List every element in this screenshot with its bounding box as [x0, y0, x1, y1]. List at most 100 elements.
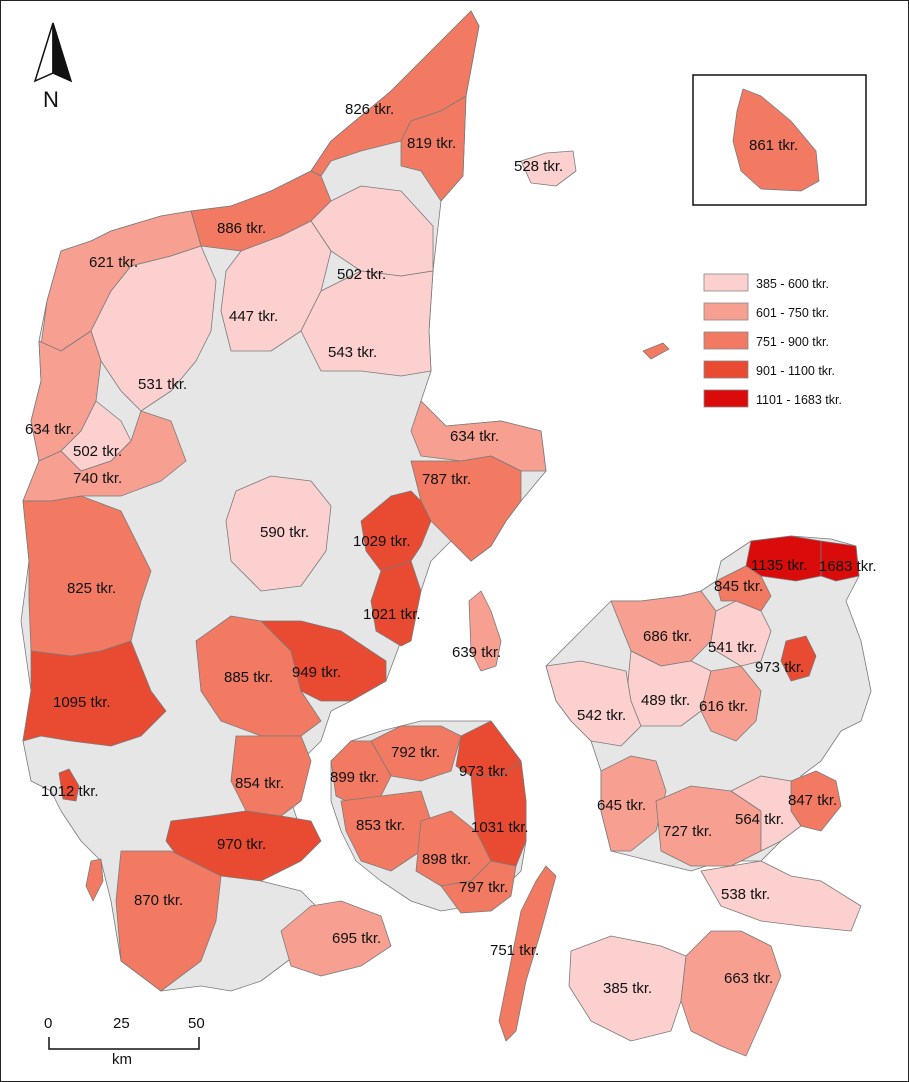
inset-bornholm: 861 tkr.: [692, 74, 867, 206]
region-label: 385 tkr.: [603, 980, 652, 997]
scale-bar-line: [48, 1037, 200, 1050]
region-label: 1012 tkr.: [41, 783, 99, 800]
region-label: 639 tkr.: [452, 644, 501, 661]
region-shape-17: [370, 560, 422, 647]
region-label: 541 tkr.: [708, 639, 757, 656]
region-label: 645 tkr.: [597, 797, 646, 814]
region-shape-14: [225, 475, 332, 592]
legend-label-3: 901 - 1100 tkr.: [756, 364, 835, 378]
region-label: 825 tkr.: [67, 580, 116, 597]
region-shape-23: [710, 600, 772, 667]
region-label: 885 tkr.: [224, 669, 273, 686]
region-shape-48: [498, 865, 557, 1042]
region-label: 847 tkr.: [788, 792, 837, 809]
region-label: 489 tkr.: [641, 692, 690, 709]
scale-tick-1: 25: [113, 1015, 130, 1032]
region-shape-2: [520, 150, 577, 187]
region-label: 1031 tkr.: [471, 819, 529, 836]
region-label: 886 tkr.: [217, 220, 266, 237]
inset-label: 861 tkr.: [749, 137, 798, 154]
region-labels: 826 tkr. 819 tkr. 528 tkr. 886 tkr. 621 …: [25, 101, 877, 997]
region-shape-33: [330, 740, 392, 807]
region-label: 564 tkr.: [735, 811, 784, 828]
region-shape-47: [280, 900, 392, 977]
region-shape-39: [730, 775, 802, 852]
region-label: 695 tkr.: [332, 930, 381, 947]
region-label: 898 tkr.: [422, 851, 471, 868]
region-shape-36: [600, 755, 667, 852]
region-shape-50: [680, 930, 782, 1057]
north-label: N: [43, 87, 59, 112]
scale-bar: 0 25 50 km: [44, 1015, 205, 1068]
region-shape-24: [780, 635, 817, 682]
legend-swatch-0: [703, 273, 749, 292]
region-label: 634 tkr.: [25, 421, 74, 438]
region-label: 663 tkr.: [724, 970, 773, 987]
municipalities: [22, 10, 862, 1057]
region-shape-30: [545, 660, 642, 747]
region-label: 1683 tkr.: [819, 558, 877, 575]
region-label: 531 tkr.: [138, 376, 187, 393]
region-label: 819 tkr.: [407, 135, 456, 152]
region-label: 899 tkr.: [330, 769, 379, 786]
inset-island: [732, 88, 820, 192]
region-label: 1095 tkr.: [53, 694, 111, 711]
region-label: 447 tkr.: [229, 308, 278, 325]
region-label: 853 tkr.: [356, 817, 405, 834]
region-label: 590 tkr.: [260, 524, 309, 541]
region-shape-21: [715, 565, 772, 612]
north-arrow-left-half: [33, 22, 54, 83]
island-anholt: [642, 342, 670, 360]
region-shape-1: [400, 95, 467, 202]
region-shape-35: [58, 768, 80, 802]
region-shape-15: [360, 490, 432, 572]
legend: 385 - 600 tkr. 601 - 750 tkr. 751 - 900 …: [703, 273, 842, 408]
region-label: 854 tkr.: [235, 775, 284, 792]
region-shape-29: [700, 665, 762, 742]
region-label: 826 tkr.: [345, 101, 394, 118]
region-label: 686 tkr.: [643, 628, 692, 645]
region-label: 616 tkr.: [699, 698, 748, 715]
region-label: 621 tkr.: [89, 254, 138, 271]
region-shape-34: [230, 735, 312, 817]
region-label: 870 tkr.: [134, 892, 183, 909]
north-arrow-right-half: [52, 22, 73, 83]
region-label: 542 tkr.: [577, 707, 626, 724]
region-shape-7: [300, 270, 434, 377]
legend-label-0: 385 - 600 tkr.: [756, 277, 829, 291]
region-label: 751 tkr.: [490, 942, 539, 959]
north-arrow-icon: N: [33, 22, 73, 112]
region-shape-27: [22, 640, 167, 747]
region-label: 502 tkr.: [73, 443, 122, 460]
scale-tick-2: 50: [188, 1015, 205, 1032]
region-label: 970 tkr.: [217, 836, 266, 853]
region-label: 973 tkr.: [755, 659, 804, 676]
region-shape-44: [440, 860, 517, 914]
region-label: 1021 tkr.: [363, 606, 421, 623]
region-shape-46: [700, 860, 862, 932]
region-label: 502 tkr.: [337, 266, 386, 283]
legend-swatch-4: [703, 389, 749, 408]
region-label: 845 tkr.: [714, 578, 763, 595]
scale-unit: km: [112, 1051, 132, 1068]
region-label: 797 tkr.: [459, 879, 508, 896]
region-label: 740 tkr.: [73, 470, 122, 487]
region-label: 1029 tkr.: [353, 533, 411, 550]
region-shape-31: [370, 725, 462, 782]
region-shape-20: [820, 540, 860, 582]
region-shape-18: [468, 590, 502, 672]
region-label: 787 tkr.: [422, 471, 471, 488]
region-label: 528 tkr.: [514, 158, 563, 175]
region-label: 543 tkr.: [328, 344, 377, 361]
legend-swatch-3: [703, 360, 749, 379]
region-shape-49: [568, 935, 687, 1042]
legend-label-2: 751 - 900 tkr.: [756, 335, 829, 349]
legend-label-1: 601 - 750 tkr.: [756, 306, 829, 320]
legend-swatch-1: [703, 302, 749, 321]
legend-swatch-2: [703, 331, 749, 350]
region-label: 1135 tkr.: [751, 557, 807, 574]
scale-tick-0: 0: [44, 1015, 52, 1032]
region-label: 792 tkr.: [391, 744, 440, 761]
